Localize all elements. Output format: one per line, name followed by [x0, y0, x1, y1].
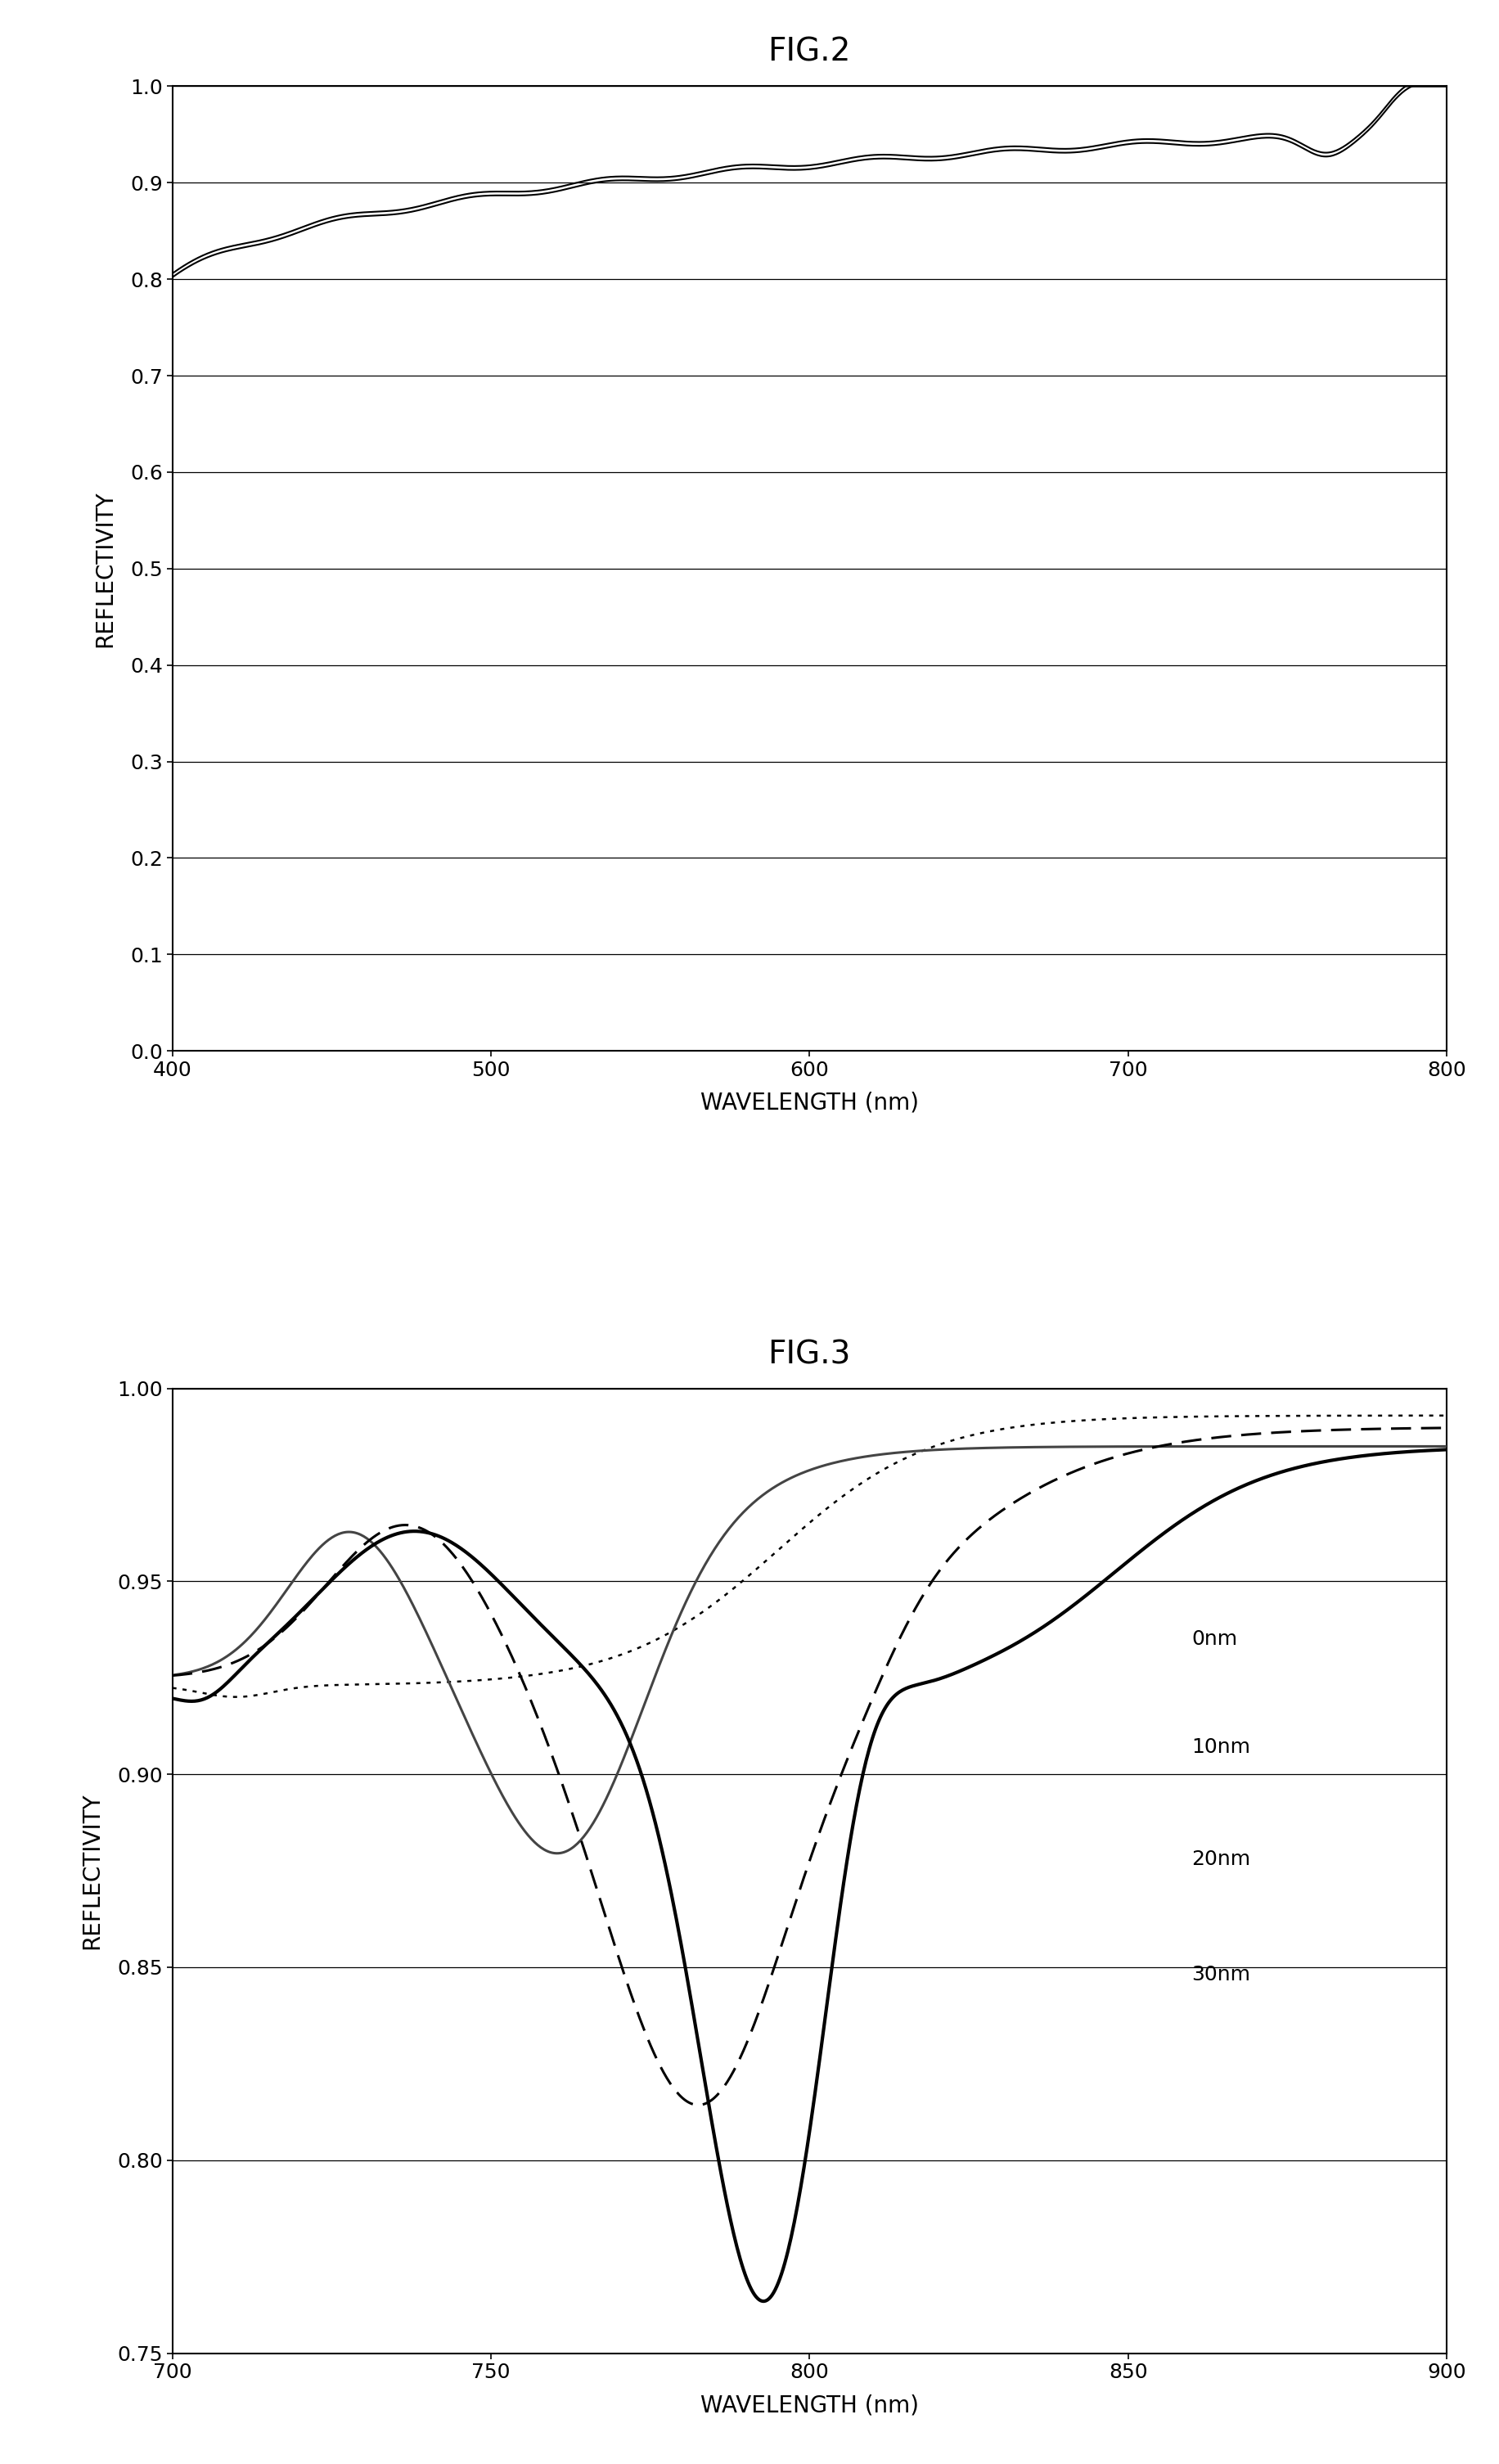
Text: 20nm: 20nm	[1192, 1850, 1250, 1870]
Title: FIG.3: FIG.3	[767, 1338, 851, 1370]
Text: 0nm: 0nm	[1192, 1629, 1238, 1648]
Text: 30nm: 30nm	[1192, 1966, 1250, 1986]
Text: 10nm: 10nm	[1192, 1737, 1250, 1757]
Title: FIG.2: FIG.2	[767, 37, 851, 69]
X-axis label: WAVELENGTH (nm): WAVELENGTH (nm)	[700, 2395, 919, 2417]
Y-axis label: REFLECTIVITY: REFLECTIVITY	[81, 1791, 103, 1949]
Y-axis label: REFLECTIVITY: REFLECTIVITY	[93, 490, 117, 648]
X-axis label: WAVELENGTH (nm): WAVELENGTH (nm)	[700, 1092, 919, 1114]
